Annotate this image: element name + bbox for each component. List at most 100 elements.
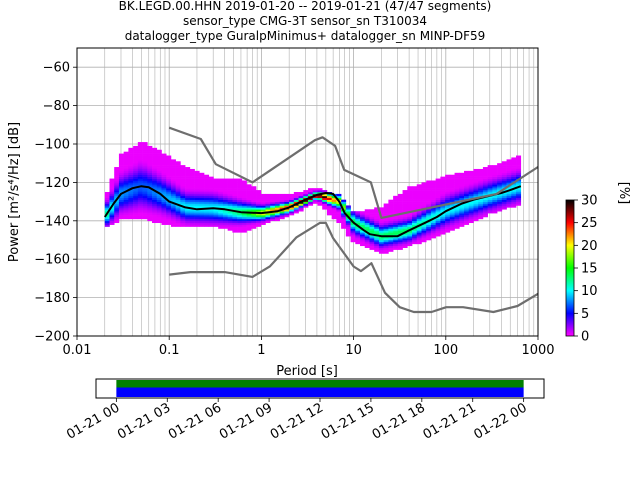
density-cell [227, 192, 233, 195]
density-cell [185, 211, 191, 214]
density-cell [412, 238, 418, 241]
density-cell [506, 182, 512, 185]
density-cell [170, 209, 176, 212]
density-cell [492, 197, 498, 200]
density-cell [407, 192, 413, 195]
density-cell [128, 165, 134, 168]
density-cell [251, 203, 257, 206]
density-cell [208, 205, 214, 208]
density-cell [189, 195, 195, 199]
density-cell [454, 216, 460, 220]
colorbar-tick-label: 25 [581, 216, 598, 231]
density-cell [109, 197, 115, 200]
density-cell [170, 176, 176, 179]
density-cell [492, 190, 498, 193]
density-cell [454, 207, 460, 210]
density-cell [109, 222, 115, 225]
density-cell [501, 186, 507, 189]
density-cell [478, 203, 484, 206]
density-cell [251, 226, 257, 229]
density-cell [180, 224, 186, 227]
density-cell [487, 209, 493, 212]
density-cell [180, 192, 186, 195]
density-cell [170, 199, 176, 202]
density-cell [383, 216, 389, 220]
density-cell [142, 182, 148, 185]
density-cell [237, 218, 243, 222]
density-cell [435, 209, 441, 212]
density-cell [350, 228, 356, 231]
density-cell [421, 199, 427, 202]
density-cell [251, 192, 257, 195]
density-cell [464, 174, 470, 177]
density-cell [142, 172, 148, 176]
density-cell [501, 174, 507, 177]
density-cell [360, 215, 366, 218]
density-cell [246, 193, 252, 197]
density-cell [199, 209, 205, 212]
density-cell [454, 190, 460, 193]
density-cell [312, 195, 318, 199]
y-tick-label: −60 [43, 61, 70, 76]
density-cell [473, 218, 479, 222]
density-cell [123, 174, 129, 177]
density-cell [426, 234, 432, 237]
density-cell [378, 224, 384, 227]
density-cell [449, 174, 455, 177]
density-cell [412, 201, 418, 204]
density-cell [180, 188, 186, 191]
density-cell [147, 149, 153, 152]
density-cell [407, 203, 413, 206]
density-cell [161, 163, 167, 166]
density-cell [421, 188, 427, 191]
density-cell [516, 172, 522, 176]
density-cell [341, 218, 347, 222]
density-cell [133, 172, 139, 176]
density-cell [265, 201, 271, 204]
density-cell [118, 167, 124, 170]
density-cell [289, 211, 295, 214]
density-cell [426, 211, 432, 214]
density-cell [194, 209, 200, 212]
density-cell [421, 205, 427, 208]
density-cell [137, 165, 143, 168]
density-cell [492, 182, 498, 185]
density-cell [156, 213, 162, 216]
density-cell [204, 184, 210, 187]
density-cell [170, 218, 176, 222]
density-cell [208, 213, 214, 216]
density-cell [241, 184, 247, 187]
density-cell [185, 199, 191, 202]
density-cell [232, 211, 238, 214]
density-cell [180, 186, 186, 189]
density-cell [265, 213, 271, 216]
density-cell [402, 203, 408, 206]
density-cell [123, 168, 129, 172]
density-cell [492, 188, 498, 191]
density-cell [473, 168, 479, 172]
density-cell [435, 195, 441, 199]
density-cell [317, 195, 323, 199]
density-cell [156, 197, 162, 200]
density-cell [118, 201, 124, 204]
density-cell [487, 205, 493, 208]
density-cell [161, 205, 167, 208]
density-cell [516, 190, 522, 193]
density-cell [251, 190, 257, 193]
density-cell [213, 220, 219, 224]
density-cell [487, 207, 493, 210]
density-cell [222, 226, 228, 229]
density-cell [355, 232, 361, 235]
density-cell [412, 234, 418, 237]
density-cell [345, 213, 351, 216]
density-cell [180, 174, 186, 177]
density-cell [166, 213, 172, 216]
y-tick-label: −80 [43, 99, 70, 114]
density-cell [326, 193, 332, 197]
density-cell [137, 163, 143, 166]
density-cell [227, 213, 233, 216]
density-cell [241, 199, 247, 202]
density-cell [156, 170, 162, 174]
density-cell [345, 228, 351, 231]
density-cell [416, 207, 422, 210]
